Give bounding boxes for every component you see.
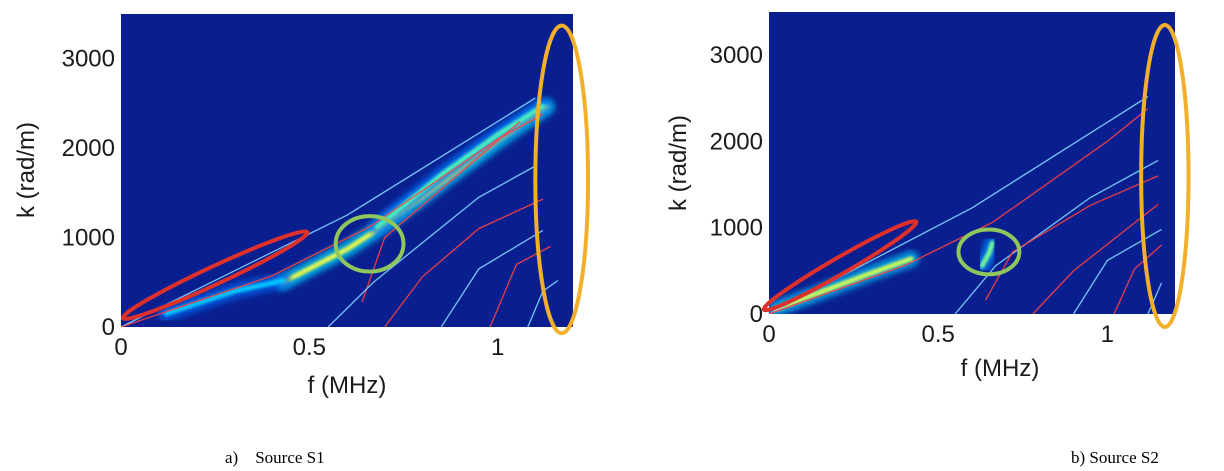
x-tick-label: 0 [114,334,127,361]
highlight-ellipse [1139,22,1191,329]
y-tick-label: 3000 [710,42,763,69]
panel-caption: a) Source S1 [225,448,325,467]
y-tick-label: 0 [102,314,115,341]
y-tick-label: 2000 [62,135,115,162]
energy-ridge [979,240,995,269]
panel-caption: b) Source S2 [1071,448,1159,467]
highlight-ellipse [120,229,310,321]
plot-background [769,12,1175,314]
energy-ridge [773,256,914,312]
energy-ridge [374,103,546,230]
dispersion-curve [1147,282,1163,314]
dispersion-curve [1113,244,1162,314]
dispersion-curve [440,229,544,327]
dispersion-curve [121,97,536,327]
x-axis-label: f (MHz) [308,372,387,399]
highlight-ellipse [761,219,919,313]
x-tick-label: 0.5 [293,334,326,361]
x-tick-label: 1 [491,334,504,361]
dispersion-curve [1032,203,1159,314]
panel-b: 0 0.5 1 0 1000 2000 3000 f (MHz) k (rad/m) b) … [665,12,1191,467]
dispersion-curve [121,113,544,327]
highlight-ellipse [956,227,1022,277]
y-tick-label: 1000 [710,215,763,242]
y-tick-label: 3000 [62,46,115,73]
dispersion-curve [361,120,521,303]
y-tick-label: 0 [750,301,763,328]
dispersion-curve [384,198,544,327]
x-tick-label: 1 [1101,321,1114,348]
dispersion-curve [327,165,536,327]
dispersion-curve [769,108,1149,314]
y-axis-label: k (rad/m) [665,115,692,211]
x-axis-label: f (MHz) [961,355,1040,382]
dispersion-curve [954,159,1159,314]
panel-a: 0 0.5 1 0 1000 2000 3000 f (MHz) k (rad/m) a) … [13,14,591,467]
y-tick-label: 2000 [710,128,763,155]
y-tick-label: 1000 [62,225,115,252]
x-tick-label: 0 [762,321,775,348]
highlight-ellipse [533,23,591,336]
highlight-ellipse [333,214,406,274]
energy-ridge [163,278,286,317]
dispersion-curve [984,175,1159,301]
y-axis-label: k (rad/m) [13,122,40,218]
x-tick-label: 0.5 [921,321,954,348]
